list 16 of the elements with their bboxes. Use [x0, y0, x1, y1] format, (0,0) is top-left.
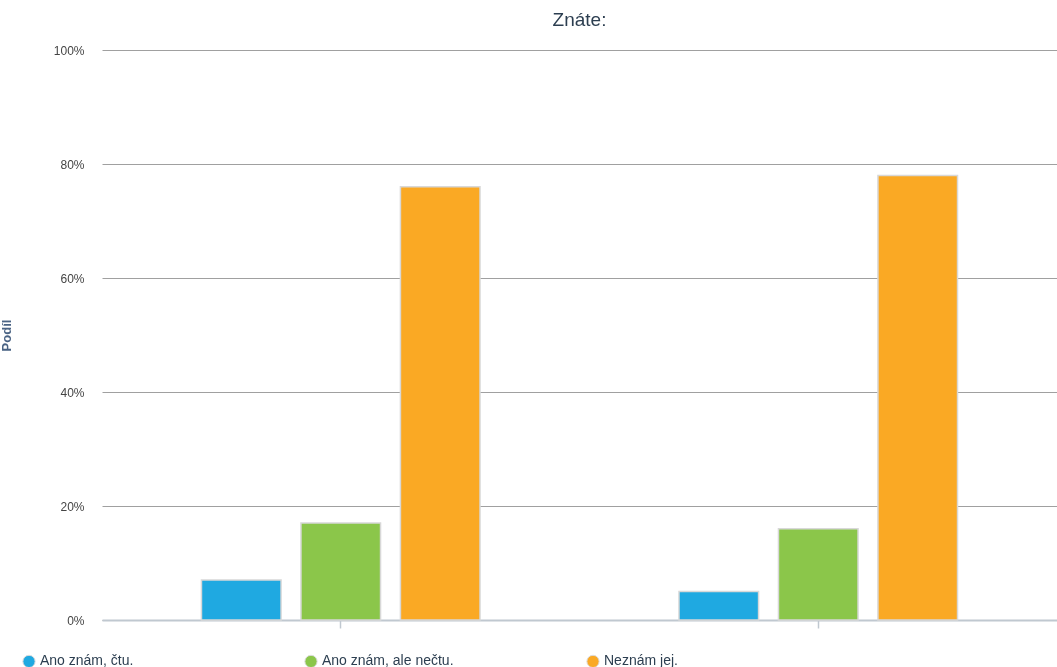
y-tick-label: 0%	[67, 613, 85, 628]
y-tick-label: 60%	[60, 271, 85, 286]
y-tick-label: 40%	[60, 385, 85, 400]
legend-label: Ano znám, čtu.	[40, 652, 134, 667]
bar	[678, 590, 760, 621]
chart-title: Znáte:	[552, 9, 607, 30]
bar	[300, 522, 382, 621]
bar	[399, 186, 481, 621]
y-tick-label: 20%	[60, 499, 85, 514]
bar	[200, 579, 282, 621]
y-axis-title: Podíl	[0, 319, 14, 352]
bar	[877, 174, 959, 621]
y-tick-label: 80%	[60, 157, 85, 172]
legend-label: Ano znám, ale nečtu.	[322, 652, 454, 667]
bar	[777, 528, 859, 621]
y-tick-label: 100%	[53, 43, 85, 58]
